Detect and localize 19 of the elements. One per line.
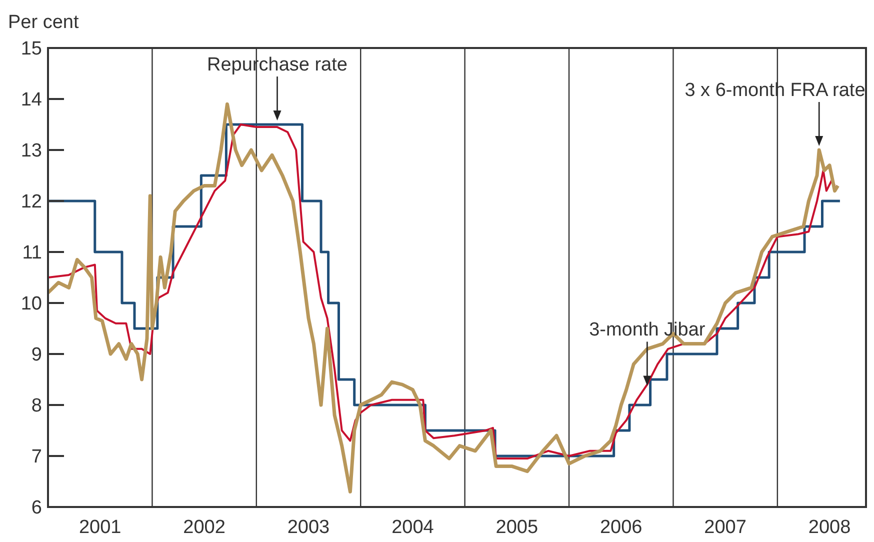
- y-tick-label: 8: [31, 396, 42, 417]
- y-tick-label: 10: [20, 294, 42, 315]
- x-tick-label: 2002: [183, 517, 226, 538]
- y-tick-label: 9: [31, 344, 42, 366]
- y-axis-title: Per cent: [8, 12, 80, 33]
- x-tick-label: 2004: [392, 517, 434, 538]
- x-tick-label: 2003: [287, 517, 330, 538]
- x-tick-label: 2008: [808, 517, 851, 538]
- x-tick-label: 2006: [600, 517, 642, 538]
- y-tick-label: 15: [20, 38, 42, 60]
- x-tick-label: 2005: [496, 517, 538, 538]
- y-tick-label: 14: [20, 90, 42, 111]
- y-tick-label: 6: [31, 498, 42, 519]
- x-tick-label: 2001: [78, 517, 122, 538]
- y-tick-label: 13: [20, 140, 42, 162]
- y-tick-label: 11: [22, 242, 42, 264]
- x-tick-label: 2007: [704, 517, 746, 538]
- y-tick-label: 12: [20, 192, 42, 213]
- y-tick-label: 7: [31, 446, 42, 468]
